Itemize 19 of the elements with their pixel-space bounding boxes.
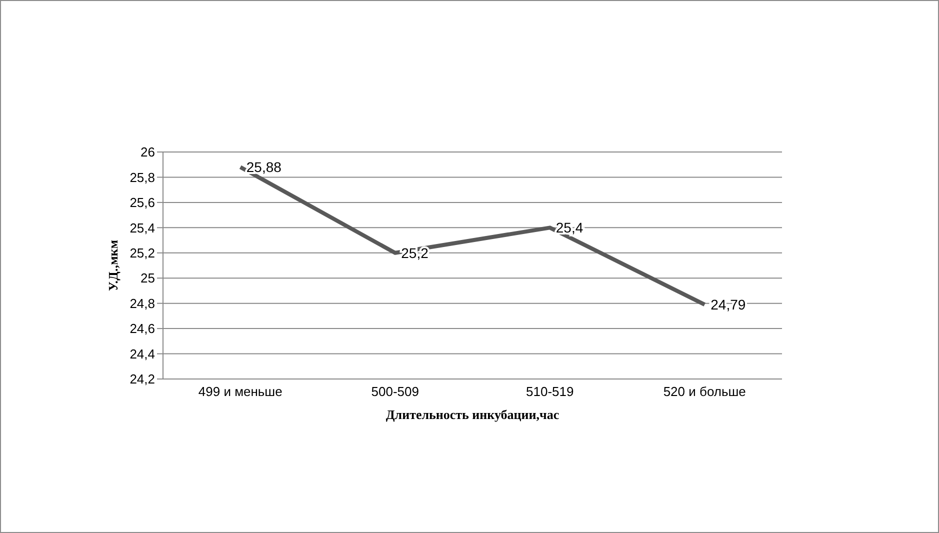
- y-tick-label: 25: [140, 270, 155, 286]
- y-tick-label: 24,6: [130, 321, 155, 336]
- y-tick-label: 24,2: [130, 372, 155, 387]
- y-tick-label: 24,4: [130, 346, 155, 362]
- data-label: 24,79: [710, 296, 746, 313]
- x-tick-label: 499 и меньше: [198, 384, 282, 400]
- data-label: 25,4: [556, 220, 584, 236]
- y-axis-title: У.Д.,мкм: [106, 240, 121, 292]
- x-axis-title: Длительность инкубации,час: [386, 407, 560, 422]
- x-tick-label: 520 и больше: [663, 384, 746, 400]
- x-tick-label: 510-519: [526, 384, 574, 400]
- y-tick-label: 25,8: [130, 170, 155, 185]
- y-tick-label: 26: [140, 144, 155, 160]
- y-tick-label: 25,4: [130, 220, 155, 236]
- y-tick-label: 24,8: [130, 296, 155, 311]
- data-label: 25,88: [246, 159, 282, 176]
- y-tick-label: 25,2: [130, 246, 155, 261]
- y-tick-label: 25,6: [130, 195, 155, 210]
- x-tick-label: 500-509: [371, 384, 419, 400]
